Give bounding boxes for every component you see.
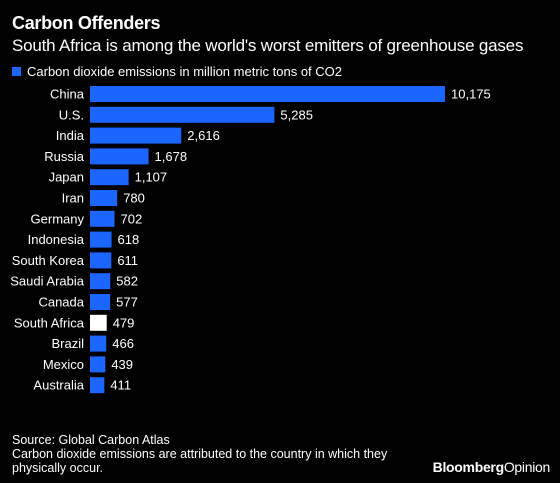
value-label: 466 [112,336,134,351]
bar [90,106,275,123]
footer: Source: Global Carbon Atlas Carbon dioxi… [12,433,432,475]
category-label: U.S. [59,107,84,122]
category-label: South Korea [12,253,85,268]
category-label: Iran [62,191,84,206]
bar [90,169,129,186]
bar [90,86,445,102]
category-label: Saudi Arabia [10,274,84,289]
source-note: Source: Global Carbon Atlas [12,433,170,447]
category-label: Russia [44,149,85,164]
value-label: 479 [113,315,135,330]
bar [90,190,118,206]
chart-subtitle: South Africa is among the world's worst … [12,36,524,55]
category-label: Canada [38,295,84,310]
category-label: Japan [49,170,84,185]
bar [90,252,112,269]
brand-bloomberg: Bloomberg [432,459,505,475]
value-label: 411 [110,378,131,393]
bar [90,148,149,165]
footnote: Carbon dioxide emissions are attributed … [12,447,388,475]
value-label: 1,678 [155,149,188,164]
value-label: 1,107 [135,170,168,185]
bar [90,210,115,227]
category-label: South Africa [14,315,85,330]
value-label: 2,616 [187,128,220,143]
value-label: 10,175 [451,87,491,102]
value-label: 611 [117,253,138,268]
category-label: Australia [33,378,84,393]
legend-label: Carbon dioxide emissions in million metr… [27,64,343,79]
value-label: 618 [118,232,140,247]
chart-title: Carbon Offenders [12,13,161,33]
bar [90,273,111,290]
value-label: 702 [120,211,142,226]
brand-logo: BloombergOpinion [432,459,551,475]
value-label: 780 [123,191,145,206]
value-label: 582 [116,274,138,289]
bar [90,294,111,310]
bar [90,127,182,144]
category-label: Mexico [43,357,84,372]
legend: Carbon dioxide emissions in million metr… [12,64,342,79]
bar-chart: China 10,175 U.S. 5,285 India 2,616 Russia 1,67… [10,86,491,394]
category-label: Germany [31,211,85,226]
bar [90,335,107,352]
category-label: China [50,87,85,102]
bar [90,356,106,373]
bar [90,377,105,394]
category-label: Indonesia [28,232,85,247]
value-label: 439 [111,357,133,372]
legend-swatch [12,67,21,76]
category-label: Brazil [51,336,84,351]
category-label: India [56,128,85,143]
bar-highlight [90,314,107,331]
brand-opinion: Opinion [503,459,550,475]
value-label: 577 [116,295,138,310]
value-label: 5,285 [280,107,313,122]
bar [90,231,112,248]
